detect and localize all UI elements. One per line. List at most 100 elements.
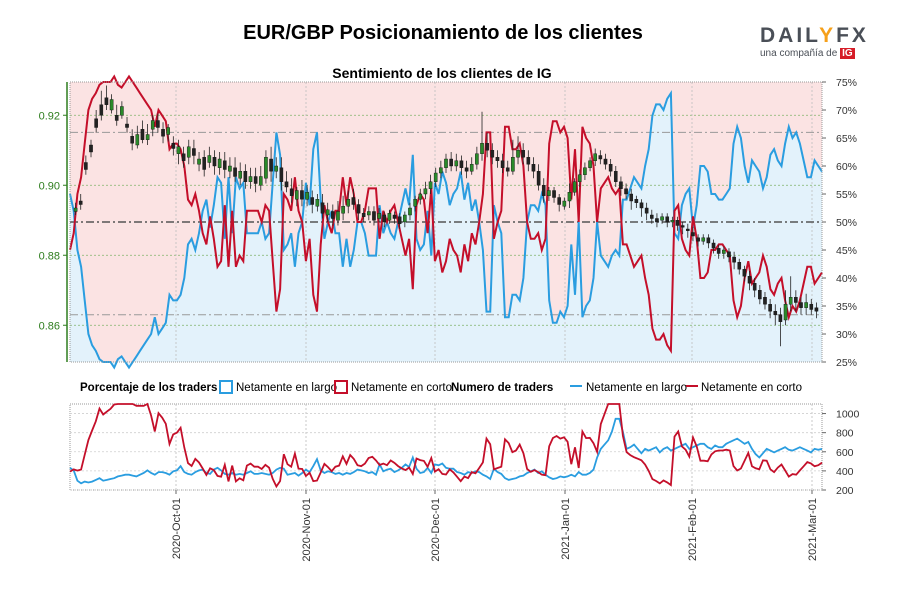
- candle-body: [526, 157, 531, 165]
- price-candle: [670, 216, 675, 228]
- price-candle: [742, 265, 747, 282]
- price-candle: [403, 211, 407, 228]
- candle-body: [665, 216, 670, 223]
- candle-body: [758, 290, 762, 300]
- candle-body: [408, 207, 412, 216]
- candle-body: [629, 193, 634, 202]
- price-candle: [608, 159, 613, 177]
- candle-body: [706, 237, 711, 244]
- price-candle: [469, 157, 474, 175]
- price-candle: [773, 304, 778, 326]
- candle-body: [413, 199, 417, 207]
- price-candle: [490, 143, 495, 165]
- date-tick-label: 2020-Oct-01: [171, 498, 183, 559]
- candle-body: [279, 167, 284, 182]
- price-candle: [233, 157, 237, 182]
- candle-body: [423, 188, 428, 195]
- price-candle: [577, 169, 582, 187]
- candle-body: [675, 220, 680, 226]
- date-tick-label: 2020-Nov-01: [301, 498, 313, 562]
- candle-body: [557, 197, 561, 205]
- price-candle: [217, 152, 222, 175]
- price-candle: [464, 160, 469, 179]
- price-candle: [264, 150, 268, 184]
- candle-body: [150, 120, 155, 130]
- price-candle: [300, 180, 304, 207]
- price-candle: [613, 166, 618, 187]
- price-candle: [675, 216, 680, 231]
- candle-body: [202, 157, 206, 170]
- candle-body: [181, 153, 186, 161]
- price-candle: [377, 208, 381, 222]
- price-candle: [423, 181, 428, 200]
- candle-body: [140, 129, 145, 140]
- candle-body: [475, 153, 479, 165]
- candle-body: [598, 155, 603, 160]
- price-candle: [295, 187, 299, 207]
- price-candle: [588, 157, 592, 172]
- price-candle: [644, 202, 649, 221]
- candle-body: [619, 181, 623, 189]
- price-candle: [89, 139, 93, 158]
- candle-body: [428, 181, 433, 189]
- candle-body: [89, 144, 93, 153]
- candle-body: [644, 207, 649, 214]
- price-candle: [444, 153, 448, 173]
- pct-tick-label: 25%: [836, 357, 857, 369]
- price-candle: [794, 290, 798, 312]
- short-count-line: [69, 402, 823, 489]
- price-candle: [73, 202, 78, 215]
- candle-body: [264, 157, 268, 179]
- price-candle: [248, 167, 253, 189]
- candle-body: [212, 157, 217, 167]
- legend-count-title: Numero de traders: [451, 382, 553, 394]
- candle-body: [289, 188, 294, 196]
- price-candle: [737, 258, 742, 275]
- legend-pct-short-swatch: [334, 380, 348, 394]
- price-candle: [536, 164, 541, 191]
- candle-body: [361, 213, 366, 217]
- candle-body: [228, 165, 232, 172]
- candle-body: [737, 262, 742, 270]
- candle-body: [541, 185, 546, 196]
- candle-body: [418, 193, 423, 200]
- candle-body: [768, 304, 772, 312]
- candle-body: [480, 143, 484, 154]
- candle-body: [125, 123, 129, 128]
- sentiment-panel: 0.86 0.88 0.90 0.92 25% 30% 35% 40% 45% 50% 55% 60%…: [39, 74, 857, 370]
- chart-subtitle: Sentimiento de los clientes de IG: [332, 65, 552, 81]
- price-candle: [109, 94, 114, 114]
- candle-body: [655, 218, 659, 223]
- candle-body: [238, 171, 243, 179]
- price-candle: [274, 157, 279, 179]
- price-candle: [665, 213, 670, 228]
- candle-body: [161, 129, 165, 137]
- price-candle: [207, 146, 212, 168]
- candle-body: [742, 269, 747, 277]
- dailyfx-logo: DAILYFX una compañía de IG: [760, 24, 870, 59]
- candle-body: [346, 199, 351, 207]
- legend-pct-short-label: Netamente en corto: [351, 382, 452, 394]
- candle-body: [186, 146, 191, 158]
- legend-count-long-label: Netamente en largo: [586, 382, 687, 394]
- price-candle: [475, 146, 479, 170]
- candle-body: [639, 202, 644, 209]
- price-candle: [804, 293, 808, 315]
- candle-body: [222, 160, 227, 170]
- pct-tick-label: 30%: [836, 329, 857, 341]
- candle-body: [464, 167, 469, 172]
- price-candle: [727, 248, 731, 263]
- candle-body: [99, 104, 104, 116]
- price-candle: [305, 185, 309, 207]
- price-candle: [552, 187, 556, 203]
- candle-body: [248, 176, 253, 182]
- candle-body: [315, 199, 320, 207]
- candle-body: [794, 297, 798, 303]
- price-candle: [763, 292, 767, 310]
- legend-pct-title: Porcentaje de los traders: [80, 382, 217, 394]
- candle-body: [135, 134, 140, 146]
- count-tick-label: 1000: [836, 409, 860, 421]
- candle-body: [94, 118, 98, 128]
- price-candle: [706, 234, 711, 249]
- date-tick-label: 2021-Mar-01: [807, 498, 819, 561]
